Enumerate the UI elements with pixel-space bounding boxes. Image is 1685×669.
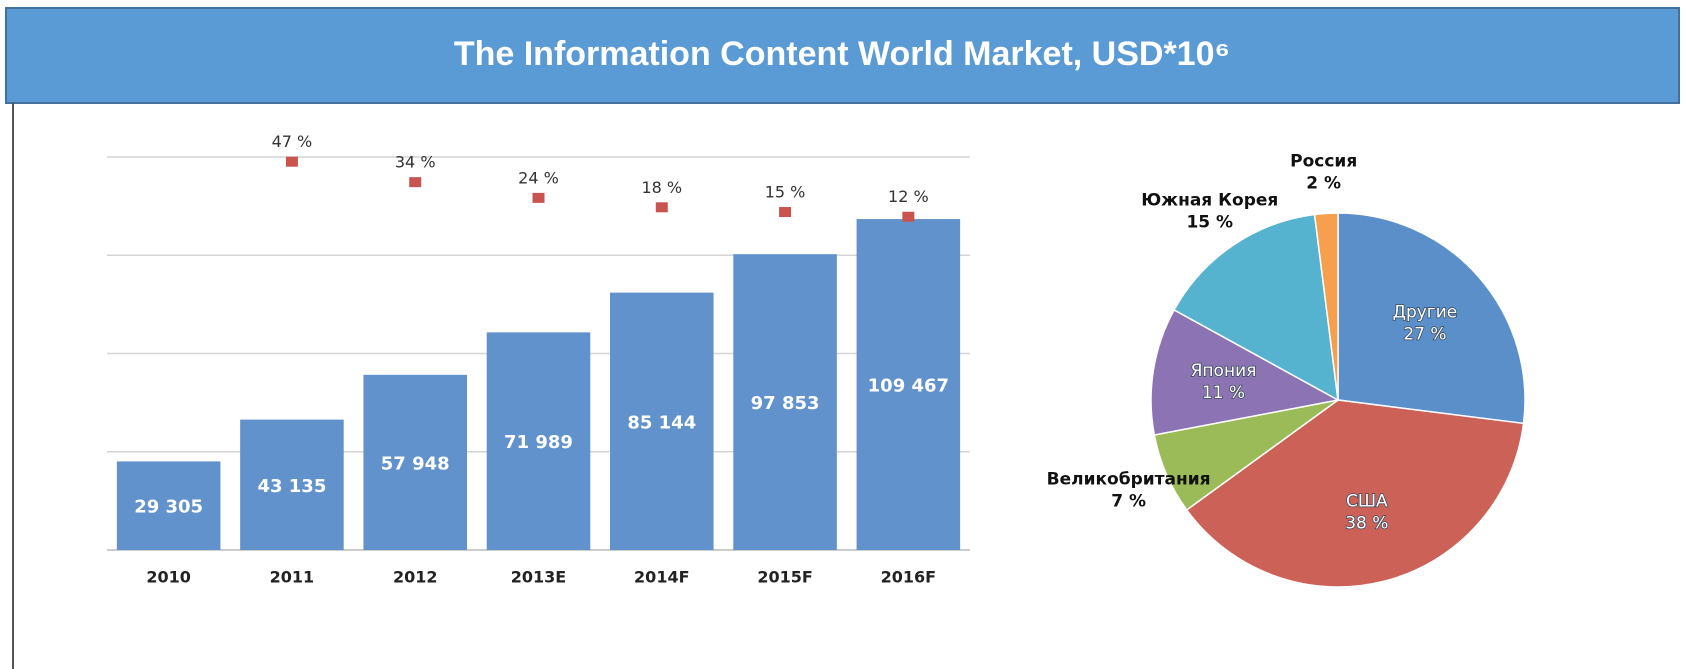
pie-slice [1313,212,1339,401]
bar-value-label: 71 989 [504,432,573,453]
bar-value-label: 57 948 [381,453,450,474]
x-tick-label: 2010 [146,568,191,587]
slice-name: Другие [1393,302,1458,322]
slice-name: Великобритания [1047,470,1211,490]
bar-value-label: 109 467 [868,376,949,397]
slice-value: 38 % [1345,513,1388,533]
pie-slice [1173,213,1339,402]
pie-slice [1337,212,1526,425]
bar [363,374,467,550]
x-tick-label: 2014F [634,568,689,587]
x-tick-label: 2011 [270,568,315,587]
bar-value-label: 97 853 [751,393,820,414]
growth-label: 34 % [395,153,436,172]
growth-marker [409,177,422,188]
x-tick-label: 2012 [393,568,438,587]
growth-marker [285,156,298,167]
slice-value: 27 % [1403,324,1446,344]
growth-label: 47 % [272,132,313,151]
slice-value: 2 % [1306,173,1341,193]
slice-value: 7 % [1111,492,1146,512]
slice-value: 11 % [1202,383,1245,403]
growth-marker [655,202,668,213]
x-tick-label: 2016F [881,568,936,587]
growth-marker [902,211,915,222]
slice-name: Россия [1290,151,1357,171]
growth-label: 24 % [518,168,559,187]
bar [856,219,961,550]
bar-value-label: 29 305 [134,497,203,518]
slice-value: 15 % [1186,212,1233,232]
bar [733,254,837,550]
header-band [5,7,1680,104]
bar [610,292,714,550]
growth-marker [532,192,545,203]
pie-slice [1150,308,1341,436]
bar [240,419,344,550]
growth-label: 18 % [641,178,682,197]
bar [486,332,591,550]
bar-value-label: 85 144 [627,412,696,433]
bar-value-label: 43 135 [257,476,326,497]
slice-name: Южная Корея [1141,190,1278,210]
slice-name: США [1346,491,1388,511]
x-tick-label: 2013E [511,568,566,587]
title: The Information Content World Market, US… [454,35,1230,73]
growth-label: 15 % [765,183,806,202]
x-tick-label: 2015F [757,568,812,587]
bar [116,461,221,550]
slice-name: Япония [1191,361,1257,381]
growth-label: 12 % [888,187,929,206]
pie-slice [1185,399,1525,588]
growth-marker [779,207,792,218]
